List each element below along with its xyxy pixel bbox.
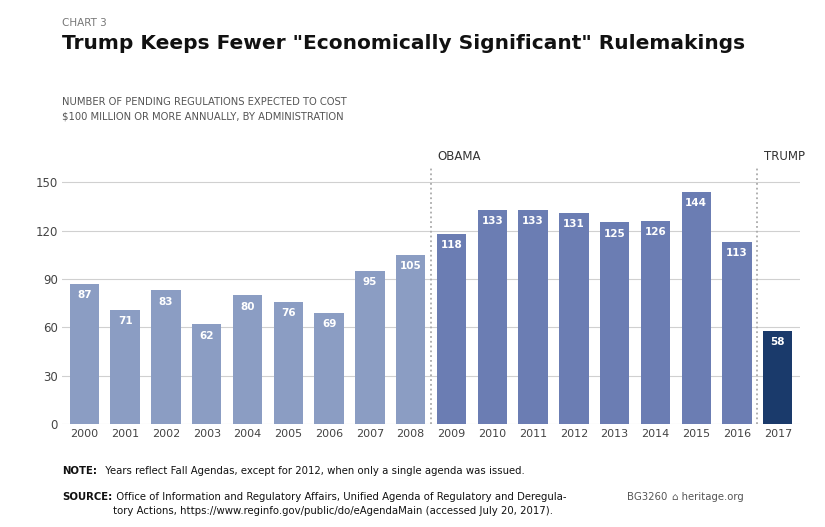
Bar: [111, 310, 139, 424]
Bar: [436, 234, 466, 424]
Bar: [69, 284, 99, 424]
Text: 69: 69: [322, 319, 337, 329]
Bar: [763, 330, 793, 424]
Text: 105: 105: [400, 261, 422, 271]
Text: 118: 118: [441, 240, 462, 250]
Bar: [723, 242, 752, 424]
Bar: [478, 210, 507, 424]
Bar: [641, 221, 670, 424]
Bar: [396, 255, 426, 424]
Text: NUMBER OF PENDING REGULATIONS EXPECTED TO COST
$100 MILLION OR MORE ANNUALLY, BY: NUMBER OF PENDING REGULATIONS EXPECTED T…: [62, 97, 346, 121]
Text: Trump Keeps Fewer "Economically Significant" Rulemakings: Trump Keeps Fewer "Economically Signific…: [62, 34, 745, 53]
Bar: [274, 301, 303, 424]
Text: NOTE:: NOTE:: [62, 466, 97, 476]
Text: OBAMA: OBAMA: [437, 150, 481, 163]
Text: 95: 95: [363, 277, 377, 287]
Bar: [559, 213, 588, 424]
Text: 83: 83: [158, 297, 173, 307]
Text: SOURCE:: SOURCE:: [62, 492, 112, 502]
Text: BG3260: BG3260: [627, 492, 667, 502]
Bar: [192, 324, 221, 424]
Text: 58: 58: [771, 337, 785, 347]
Text: 126: 126: [644, 227, 667, 237]
Text: 80: 80: [240, 301, 255, 311]
Text: 133: 133: [481, 216, 503, 226]
Text: 62: 62: [200, 330, 214, 340]
Text: CHART 3: CHART 3: [62, 18, 106, 28]
Bar: [681, 192, 711, 424]
Text: 125: 125: [604, 229, 625, 239]
Bar: [356, 271, 384, 424]
Text: ⌂ heritage.org: ⌂ heritage.org: [672, 492, 744, 502]
Text: Years reflect Fall Agendas, except for 2012, when only a single agenda was issue: Years reflect Fall Agendas, except for 2…: [102, 466, 525, 476]
Text: 113: 113: [726, 248, 748, 258]
Text: Office of Information and Regulatory Affairs, Unified Agenda of Regulatory and D: Office of Information and Regulatory Aff…: [113, 492, 567, 516]
Text: TRUMP: TRUMP: [763, 150, 804, 163]
Bar: [314, 313, 344, 424]
Text: 131: 131: [563, 219, 585, 229]
Text: 87: 87: [77, 290, 92, 300]
Bar: [233, 295, 262, 424]
Bar: [600, 222, 629, 424]
Text: 144: 144: [686, 198, 707, 208]
Text: 71: 71: [118, 316, 133, 326]
Text: 76: 76: [281, 308, 295, 318]
Text: 133: 133: [522, 216, 544, 226]
Bar: [151, 290, 181, 424]
Bar: [518, 210, 548, 424]
